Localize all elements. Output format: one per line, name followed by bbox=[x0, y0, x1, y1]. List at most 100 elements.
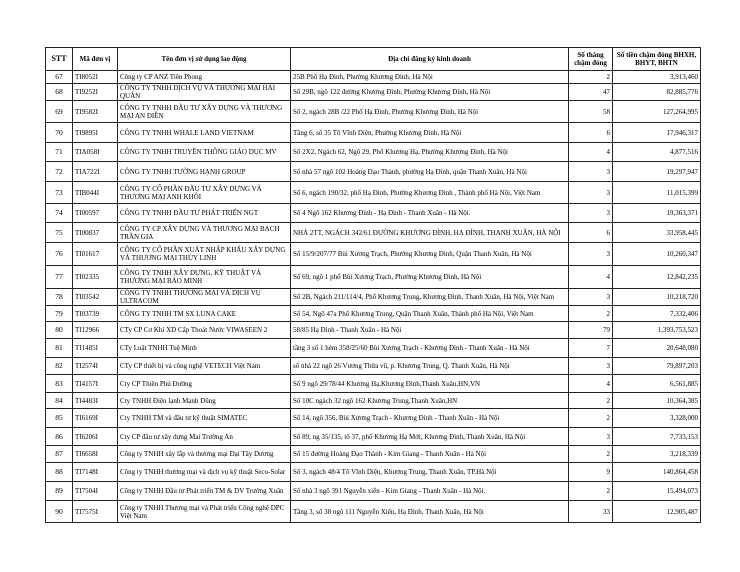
amount-overdue: 20,648,080 bbox=[612, 338, 701, 358]
unit-code: TI02335 bbox=[72, 265, 118, 289]
header-row: STT Mã đơn vị Tên đơn vị sử dụng lao độn… bbox=[45, 47, 701, 71]
months-overdue: 3 bbox=[568, 288, 613, 306]
table-row: 84 TI4483I Cty TNHH Điện lạnh Mạnh Dũng Số … bbox=[45, 392, 701, 409]
row-number: 88 bbox=[45, 462, 73, 482]
unit-code: TI1485I bbox=[72, 338, 118, 358]
row-number: 67 bbox=[45, 70, 73, 84]
row-number: 86 bbox=[45, 427, 73, 446]
address: Số 29B, ngõ 122 đường Khương Đình, Phườn… bbox=[290, 83, 569, 101]
row-number: 84 bbox=[45, 392, 73, 409]
months-overdue: 6 bbox=[568, 222, 613, 243]
unit-code: TI7504I bbox=[72, 481, 118, 501]
header-months: Số tháng chậm đóng bbox=[568, 47, 613, 71]
months-overdue: 3 bbox=[568, 203, 613, 223]
address: Số 2X2, Ngách 62, Ngõ 29, Phố Khương Hạ,… bbox=[290, 142, 569, 162]
amount-overdue: 19,297,947 bbox=[612, 161, 701, 182]
unit-name: CÔNG TY CỔ PHẦN XUẤT NHẬP KHẨU XÂY DỰNG … bbox=[117, 242, 291, 266]
address: Tầng 6, số 35 Tô Vĩnh Diện, Phường Khươn… bbox=[290, 122, 569, 143]
unit-name: Cty TNHH TM và đầu tư kỹ thuật SIMATEC bbox=[117, 408, 291, 428]
unit-name: CTy CP Cơ Khí XD Cấp Thoát Nước VIWASEEN… bbox=[117, 321, 291, 339]
unit-code: TI00837 bbox=[72, 222, 118, 243]
unit-name: CÔNG TY TNHH TRUYỀN THÔNG GIÁO DỤC MV bbox=[117, 142, 291, 162]
header-code: Mã đơn vị bbox=[72, 47, 118, 71]
amount-overdue: 15,494,073 bbox=[612, 481, 701, 501]
header-name: Tên đơn vị sử dụng lao động bbox=[117, 47, 291, 71]
months-overdue: 2 bbox=[568, 70, 613, 84]
row-number: 77 bbox=[45, 265, 73, 289]
row-number: 68 bbox=[45, 83, 73, 101]
amount-overdue: 3,328,000 bbox=[612, 408, 701, 428]
amount-overdue: 127,264,995 bbox=[612, 100, 701, 123]
amount-overdue: 7,332,406 bbox=[612, 305, 701, 322]
unit-name: Công ty CP ANZ Tiên Phong bbox=[117, 70, 291, 84]
table-row: 86 TI6206I Cty CP đầu tư xây dựng Mai Trườ… bbox=[45, 427, 701, 446]
unit-name: Cty CP Thiên Phú Đường bbox=[117, 374, 291, 393]
table-row: 82 TI2574I CTy CP thiết bị và công nghệ VE… bbox=[45, 357, 701, 375]
row-number: 78 bbox=[45, 288, 73, 306]
amount-overdue: 82,885,776 bbox=[612, 83, 701, 101]
months-overdue: 4 bbox=[568, 374, 613, 393]
unit-code: TI2574I bbox=[72, 357, 118, 375]
unit-name: CÔNG TY TNHH ĐẦU TƯ XÂY DỰNG VÀ THƯƠNG M… bbox=[117, 100, 291, 123]
unit-code: TIB044I bbox=[72, 181, 118, 204]
months-overdue: 47 bbox=[568, 83, 613, 101]
unit-name: CÔNG TY TNHH TƯỜNG HẠNH GROUP bbox=[117, 161, 291, 182]
row-number: 72 bbox=[45, 161, 73, 182]
months-overdue: 2 bbox=[568, 408, 613, 428]
unit-name: Công ty TNHH xây lắp và thương mại Đại T… bbox=[117, 445, 291, 463]
table-row: 80 TI12966 CTy CP Cơ Khí XD Cấp Thoát Nước… bbox=[45, 321, 701, 339]
amount-overdue: 10,364,385 bbox=[612, 392, 701, 409]
months-overdue: 2 bbox=[568, 481, 613, 501]
unit-name: Công ty TNHH thương mại và dịch vụ kỹ th… bbox=[117, 462, 291, 482]
unit-name: CÔNG TY CP XÂY DỰNG VÀ THƯƠNG MẠI BẠCH T… bbox=[117, 222, 291, 243]
address: Tầng 3, số 38 ngõ 111 Nguyễn Xiển, Hạ Đì… bbox=[290, 500, 569, 523]
address: Số 69, ngõ 1 phố Bùi Xương Trạch, Phường… bbox=[290, 265, 569, 289]
unit-code: TI12966 bbox=[72, 321, 118, 339]
unit-name: CÔNG TY CỔ PHẦN ĐẦU TƯ XÂY DỰNG VÀ THƯƠN… bbox=[117, 181, 291, 204]
months-overdue: 3 bbox=[568, 427, 613, 446]
table-row: 68 TI9252I CÔNG TY TNHH DỊCH VỤ VÀ THƯƠNG … bbox=[45, 83, 701, 101]
header-amount: Số tiền chậm đóng BHXH, BHYT, BHTN bbox=[612, 47, 701, 71]
row-number: 83 bbox=[45, 374, 73, 393]
address: Số 10C ngách 32 ngõ 162 Khương Trung,Tha… bbox=[290, 392, 569, 409]
address: Số 89, ng 35/135, tổ 37, phố Khương Hạ M… bbox=[290, 427, 569, 446]
row-number: 87 bbox=[45, 445, 73, 463]
amount-overdue: 1,393,753,523 bbox=[612, 321, 701, 339]
header-address: Địa chỉ đăng ký kinh doanh bbox=[290, 47, 569, 71]
address: Số 2B, Ngách 211/114/4, Phố Khương Trung… bbox=[290, 288, 569, 306]
unit-name: CÔNG TY TNHH WHALE LAND VIETNAM bbox=[117, 122, 291, 143]
table-row: 81 TI1485I CTy Luật TNHH Tuệ Minh tầng 3 số… bbox=[45, 338, 701, 358]
address: Số 9 ngõ 29/78/44 Khương Hạ,Khương Đình,… bbox=[290, 374, 569, 393]
table-row: 75 TI00837 CÔNG TY CP XÂY DỰNG VÀ THƯƠNG M… bbox=[45, 222, 701, 243]
table-row: 69 TI9582I CÔNG TY TNHH ĐẦU TƯ XÂY DỰNG VÀ… bbox=[45, 100, 701, 123]
months-overdue: 33 bbox=[568, 500, 613, 523]
row-number: 75 bbox=[45, 222, 73, 243]
amount-overdue: 19,363,371 bbox=[612, 203, 701, 223]
table-row: 79 TI03739 CÔNG TY TNHH TM SX LUNA CAKE Số … bbox=[45, 305, 701, 322]
row-number: 90 bbox=[45, 500, 73, 523]
months-overdue: 2 bbox=[568, 392, 613, 409]
months-overdue: 4 bbox=[568, 265, 613, 289]
months-overdue: 3 bbox=[568, 161, 613, 182]
unit-name: Cty TNHH Điện lạnh Mạnh Dũng bbox=[117, 392, 291, 409]
unit-name: Cty CP đầu tư xây dựng Mai Trường An bbox=[117, 427, 291, 446]
address: Số 15 đường Hoàng Đạo Thành - Kim Giang … bbox=[290, 445, 569, 463]
row-number: 73 bbox=[45, 181, 73, 204]
unit-code: TIA722I bbox=[72, 161, 118, 182]
table-row: 90 TI7575I Công ty TNHH Thương mại và Phát… bbox=[45, 500, 701, 523]
months-overdue: 9 bbox=[568, 462, 613, 482]
table-row: 85 TI6169I Cty TNHH TM và đầu tư kỹ thuật … bbox=[45, 408, 701, 428]
unit-code: TI6658I bbox=[72, 445, 118, 463]
unit-code: TI8052I bbox=[72, 70, 118, 84]
amount-overdue: 6,561,885 bbox=[612, 374, 701, 393]
unit-code: TI4157I bbox=[72, 374, 118, 393]
address: Số 3, ngách 48/4 Tô Vĩnh Diện, Khương Tr… bbox=[290, 462, 569, 482]
table-row: 73 TIB044I CÔNG TY CỔ PHẦN ĐẦU TƯ XÂY DỰNG… bbox=[45, 181, 701, 204]
unit-code: TI4483I bbox=[72, 392, 118, 409]
address: Số 4 Ngõ 162 Khương Đình - Hạ Đình - Tha… bbox=[290, 203, 569, 223]
table-row: 87 TI6658I Công ty TNHH xây lắp và thương … bbox=[45, 445, 701, 463]
amount-overdue: 10,260,347 bbox=[612, 242, 701, 266]
address: Số 6, ngách 190/32, phố Hạ Đình, Phường … bbox=[290, 181, 569, 204]
unit-name: CÔNG TY TNHH ĐẦU TƯ PHÁT TRIỂN NGT bbox=[117, 203, 291, 223]
address: Số nhà 3 ngõ 391 Nguyễn xiển - Kim Giang… bbox=[290, 481, 569, 501]
